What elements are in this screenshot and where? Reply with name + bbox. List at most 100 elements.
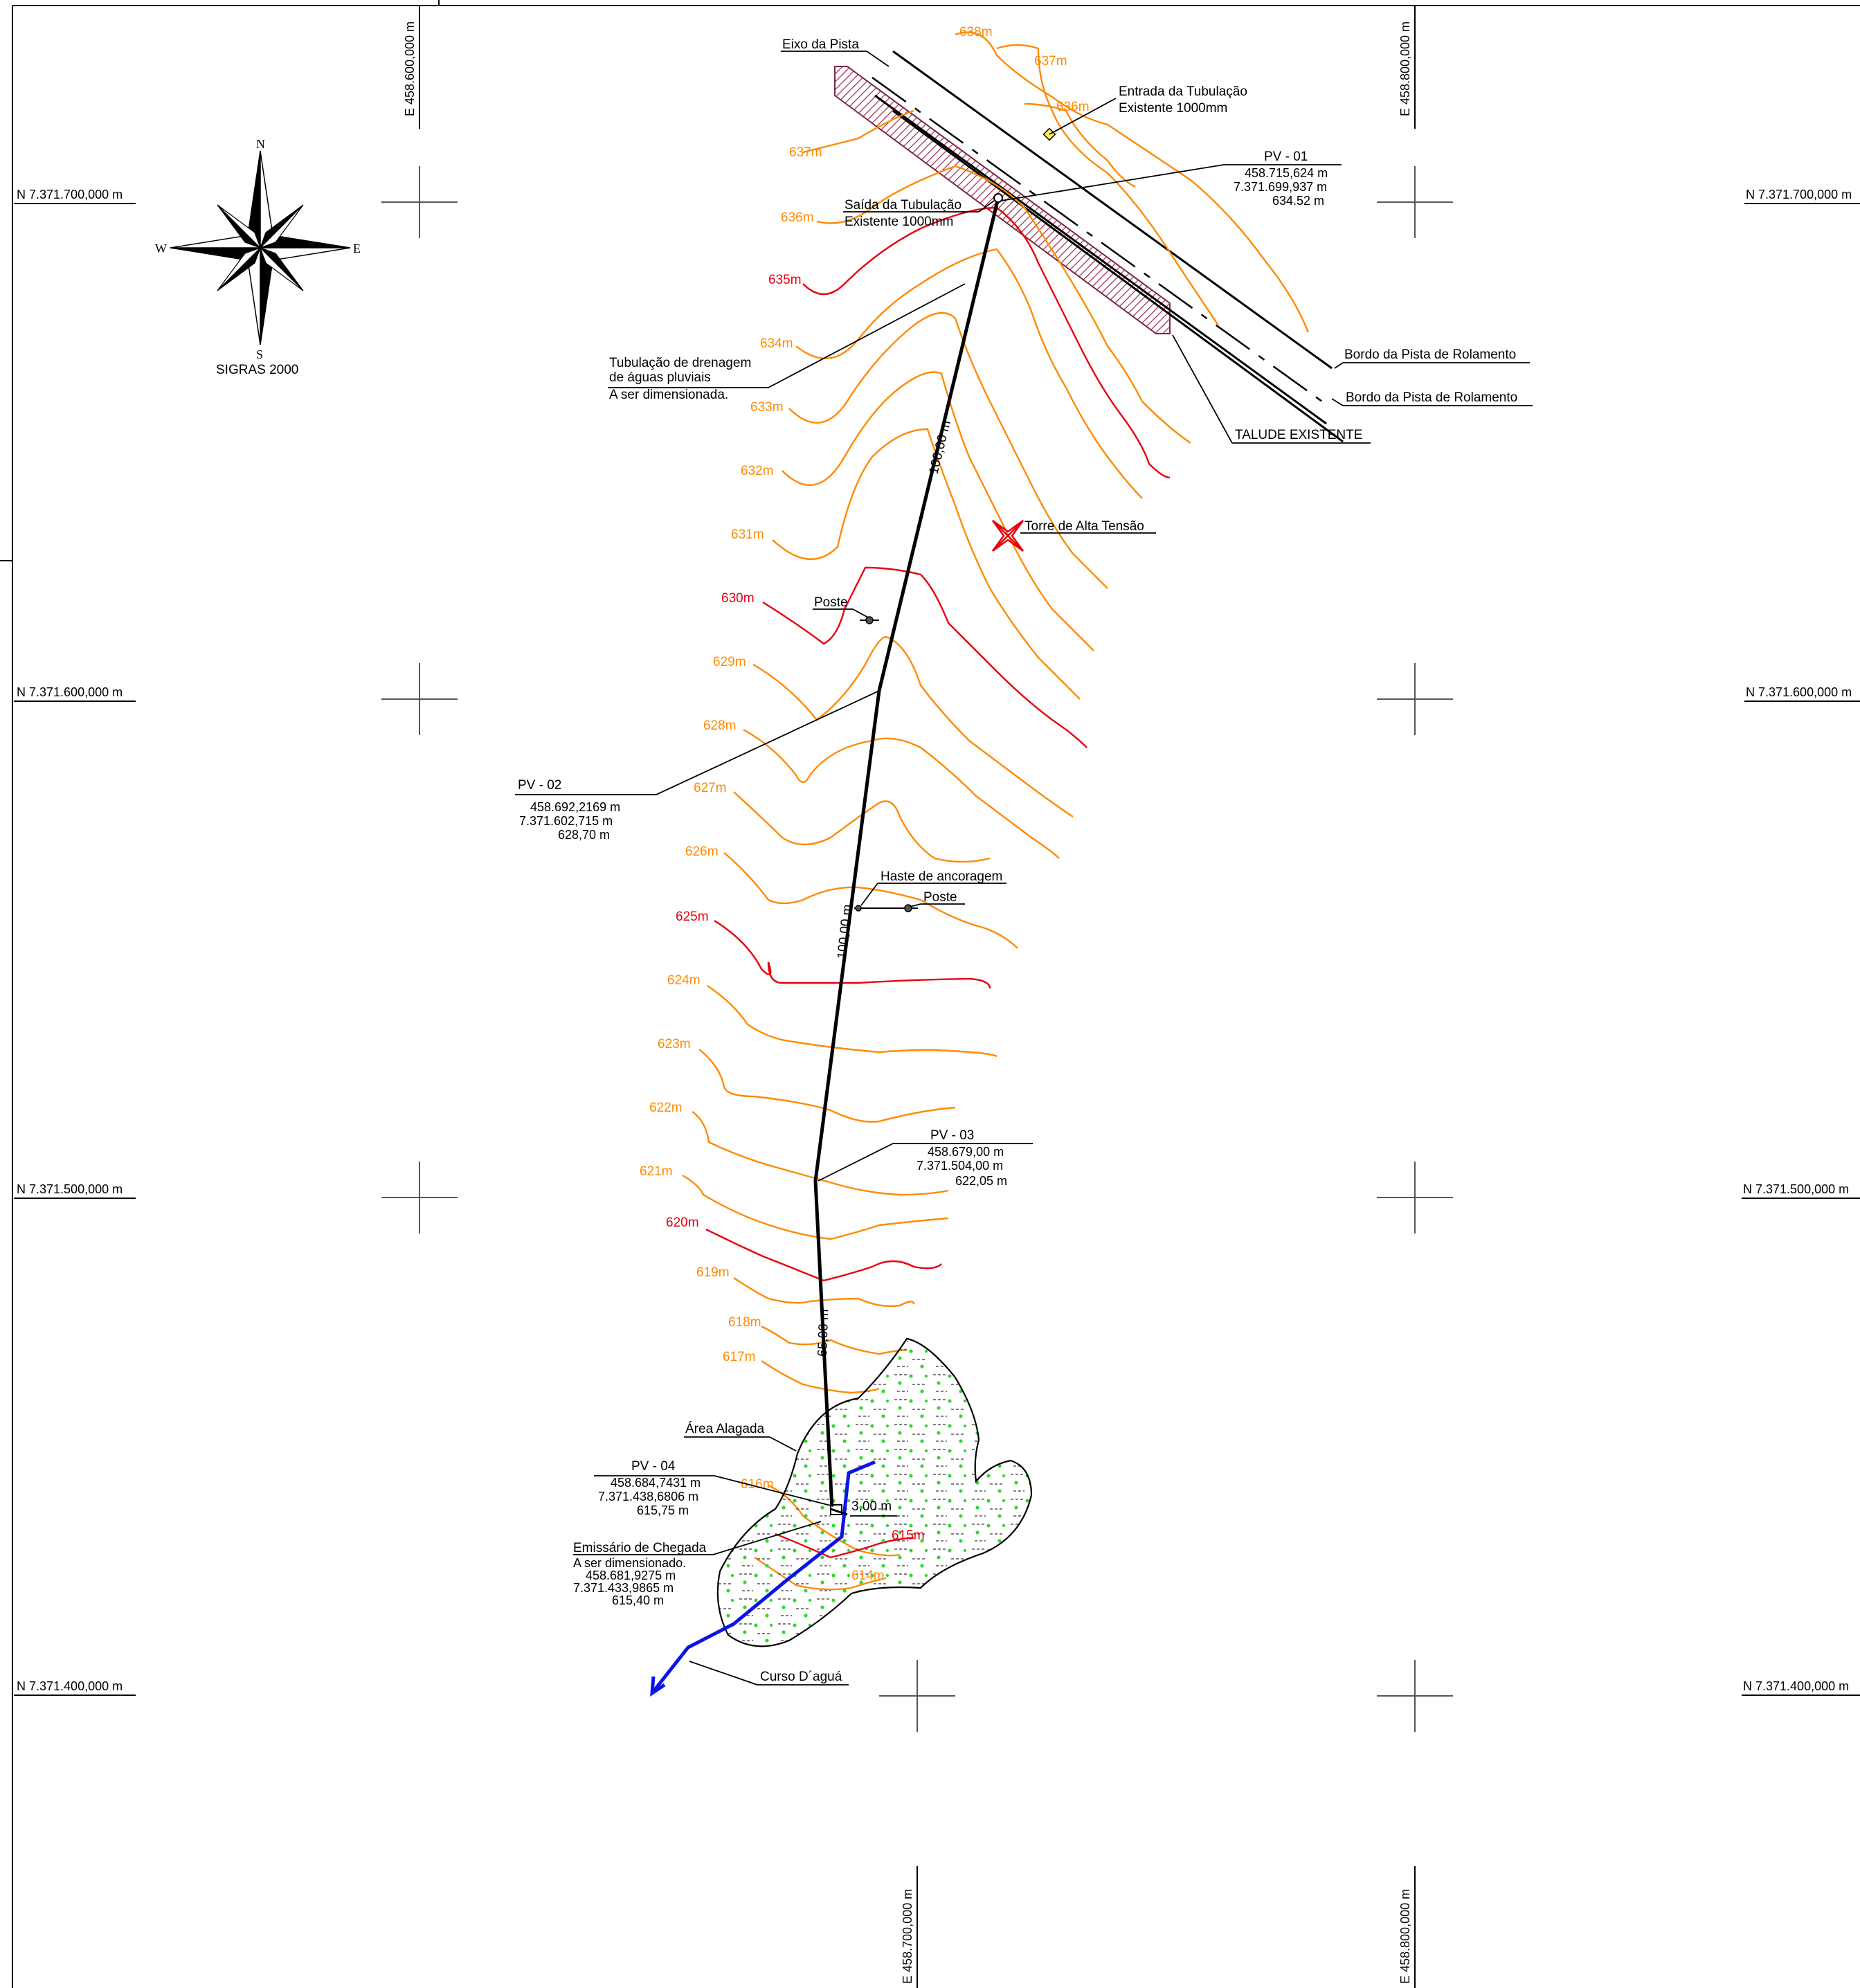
contour-label-615: 615m [892, 1528, 925, 1543]
outlet-note: A ser dimensionado. [573, 1556, 686, 1570]
east-label-600-top: E 458.600,000 m [403, 21, 417, 116]
pipe-inlet-label-1: Entrada da Tubulação [1119, 84, 1247, 99]
north-label-600-left: N 7.371.600,000 m [17, 685, 123, 699]
pole-label-1: Poste [814, 595, 848, 610]
contour-619 [733, 1277, 915, 1308]
grid-crosses [381, 166, 1453, 1732]
north-label-700-left: N 7.371.700,000 m [17, 188, 123, 201]
contour-617 [761, 1360, 880, 1394]
contour-label-619: 619m [696, 1265, 730, 1280]
contour-lines [682, 31, 1310, 1591]
contour-637 [802, 109, 914, 154]
pipe-outlet-label-2: Existente 1000mm [845, 215, 953, 229]
contour-labels: 638m 637m 636m 637m 636m 635m 634m 633m … [640, 25, 1090, 1583]
contour-label-633: 633m [750, 400, 784, 415]
outlet-title: Emissário de Chegada [573, 1541, 707, 1555]
tower-label: Torre de Alta Tensão [1024, 519, 1144, 534]
contour-635 [802, 206, 1171, 479]
contour-label-630: 630m [721, 591, 755, 606]
east-letter: E [353, 242, 361, 255]
west-letter: W [155, 242, 167, 255]
north-letter: N [256, 137, 265, 151]
contour-622 [692, 1111, 949, 1196]
pv03-north: 7.371.504,00 m [917, 1159, 1003, 1173]
annotations [515, 51, 1533, 1686]
pv01-north: 7.371.699,937 m [1234, 180, 1327, 194]
drainage-pipe-label-1: Tubulação de drenagem [609, 356, 751, 370]
pv03-elev: 622,05 m [955, 1174, 1007, 1188]
pv02-north: 7.371.602,715 m [519, 814, 613, 828]
water-course [651, 1460, 876, 1695]
existing-slope-label: TALUDE EXISTENTE [1235, 428, 1362, 442]
north-coordinate-labels: N 7.371.700,000 m N 7.371.700,000 m N 7.… [14, 188, 1860, 1696]
contour-label-616: 616m [741, 1477, 774, 1492]
north-label-400-left: N 7.371.400,000 m [17, 1679, 123, 1693]
water-course-label: Curso D´aguá [760, 1670, 842, 1684]
water-course-arrow-icon [650, 1676, 666, 1697]
pv01-east: 458.715,624 m [1245, 166, 1328, 180]
pv01-title: PV - 01 [1264, 150, 1308, 164]
segment-length-4: 3,00 m [851, 1499, 892, 1514]
contour-636 [816, 165, 1191, 444]
north-label-700-right: N 7.371.700,000 m [1746, 188, 1852, 201]
contour-628 [743, 728, 1060, 859]
north-arrow-icon: N S E W [155, 137, 361, 361]
contour-637-top [996, 44, 1219, 326]
pv03-east: 458.679,00 m [928, 1145, 1004, 1159]
pv02-east: 458.692,2169 m [530, 800, 620, 814]
pv04-title: PV - 04 [631, 1459, 676, 1474]
runway-axis-label: Eixo da Pista [782, 37, 859, 52]
runway-edge-label-1: Bordo da Pista de Rolamento [1344, 347, 1516, 362]
pole-label-2: Poste [923, 890, 957, 905]
contour-638 [955, 31, 1310, 333]
contour-label-626: 626m [685, 844, 719, 859]
contour-label-628: 628m [703, 719, 737, 733]
contour-633 [788, 311, 1108, 589]
contour-label-620: 620m [666, 1216, 699, 1230]
pv04-east: 458.684,7431 m [611, 1476, 701, 1490]
contour-label-617: 617m [723, 1350, 756, 1364]
contour-label-622: 622m [649, 1101, 683, 1115]
contour-621 [682, 1174, 949, 1240]
pipe-outlet-label-1: Saída da Tubulação [845, 198, 961, 213]
pv01-elev: 634.52 m [1272, 194, 1324, 208]
north-label-500-right: N 7.371.500,000 m [1743, 1182, 1849, 1196]
contour-label-623: 623m [658, 1037, 691, 1051]
pv04-north: 7.371.438,6806 m [598, 1490, 698, 1503]
flooded-area-label: Área Alagada [685, 1422, 765, 1436]
contour-label-634: 634m [760, 336, 793, 351]
drainage-pipe-label-2: de águas pluviais [609, 370, 711, 385]
east-label-700-bottom: E 458.700,000 m [901, 1889, 914, 1984]
flooded-area [716, 1337, 1033, 1647]
contour-618 [761, 1325, 908, 1355]
contour-label-629: 629m [713, 655, 746, 669]
contour-label-618: 618m [728, 1315, 761, 1330]
contour-label-637-top: 637m [1034, 54, 1067, 69]
outlet-east: 458.681,9275 m [586, 1569, 676, 1582]
contour-label-638: 638m [959, 25, 993, 39]
pv04-elev: 615,75 m [637, 1503, 689, 1517]
contour-label-614: 614m [851, 1569, 885, 1583]
segment-length-3: 65,00 m [815, 1309, 831, 1357]
runway-edge-label-2: Bordo da Pista de Rolamento [1346, 390, 1517, 405]
north-label-500-left: N 7.371.500,000 m [17, 1182, 123, 1196]
segment-length-2: 100,00 m [835, 904, 855, 960]
contour-label-636-top: 636m [1056, 100, 1090, 114]
east-label-800-bottom: E 458.800,000 m [1398, 1889, 1412, 1984]
contour-636-top [1024, 102, 1136, 188]
south-letter: S [256, 347, 263, 361]
contour-625 [714, 919, 991, 989]
contour-label-635: 635m [768, 273, 802, 287]
contour-626 [723, 852, 1018, 949]
annotation-texts: Eixo da Pista Entrada da Tubulação Exist… [518, 37, 1517, 1684]
drainage-pipe-label-3: A ser dimensionada. [609, 388, 728, 402]
contour-623 [698, 1049, 956, 1123]
contour-label-621: 621m [640, 1164, 673, 1179]
contour-620 [705, 1228, 942, 1282]
contour-label-637: 637m [789, 145, 822, 160]
anchor-rod-label: Haste de ancoragem [881, 869, 1002, 884]
contour-630 [762, 566, 1087, 748]
east-label-800-top: E 458.800,000 m [1398, 21, 1412, 116]
drainage-pipeline [813, 193, 1003, 1516]
